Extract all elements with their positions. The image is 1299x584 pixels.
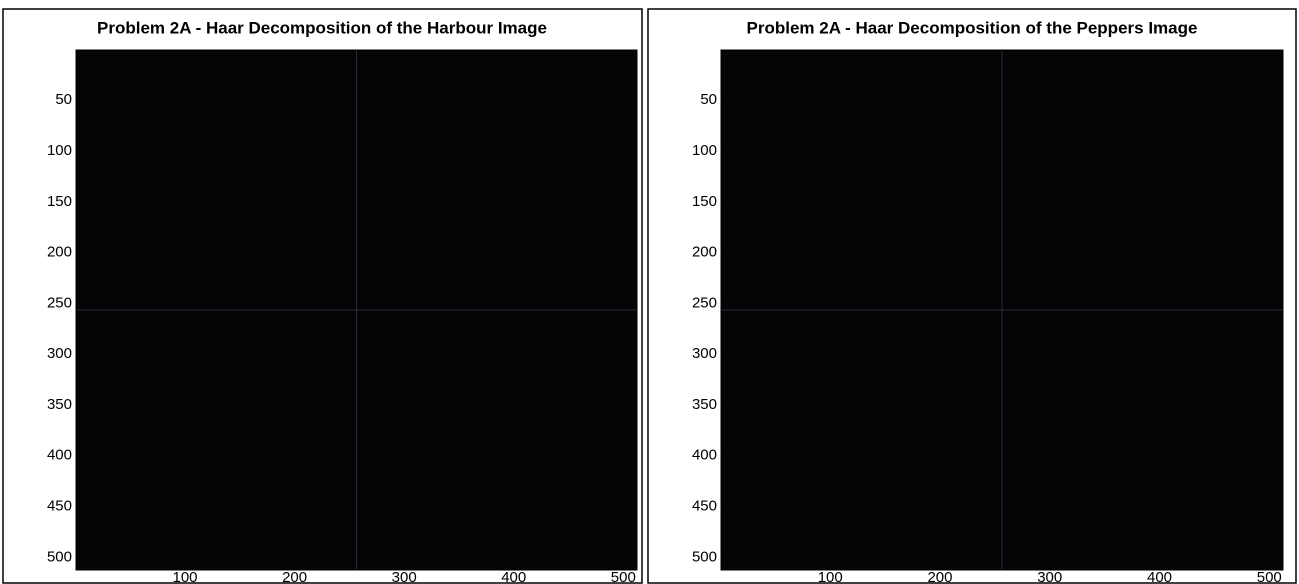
- y-tick-label: 200: [47, 244, 72, 261]
- y-tick-label: 300: [47, 345, 72, 362]
- figure: Problem 2A - Haar Decomposition of the H…: [0, 0, 1299, 584]
- chart-title: Problem 2A - Haar Decomposition of the H…: [97, 18, 547, 37]
- y-tick-label: 450: [47, 497, 72, 514]
- y-tick-label: 500: [47, 548, 72, 565]
- y-tick-label: 50: [55, 91, 72, 108]
- y-tick-label: 150: [47, 193, 72, 210]
- y-tick-label: 100: [692, 142, 717, 159]
- x-tick-label: 100: [173, 569, 198, 584]
- x-tick-label: 200: [927, 569, 952, 584]
- y-tick-label: 350: [692, 396, 717, 413]
- x-tick-label: 300: [392, 569, 417, 584]
- y-tick-label: 400: [47, 447, 72, 464]
- x-tick-label: 200: [282, 569, 307, 584]
- x-tick-label: 500: [1257, 569, 1282, 584]
- y-tick-label: 400: [692, 447, 717, 464]
- x-tick-label: 100: [818, 569, 843, 584]
- page: {"chart_data": [ {"type": "image", "titl…: [0, 0, 1299, 584]
- x-tick-label: 500: [611, 569, 636, 584]
- y-tick-label: 200: [692, 244, 717, 261]
- x-tick-label: 400: [1147, 569, 1172, 584]
- y-tick-label: 250: [47, 294, 72, 311]
- y-tick-label: 250: [692, 294, 717, 311]
- y-tick-label: 100: [47, 142, 72, 159]
- x-tick-label: 300: [1037, 569, 1062, 584]
- y-tick-label: 300: [692, 345, 717, 362]
- y-tick-label: 150: [692, 193, 717, 210]
- x-tick-label: 400: [501, 569, 526, 584]
- y-tick-label: 50: [700, 91, 717, 108]
- y-tick-label: 350: [47, 396, 72, 413]
- y-tick-label: 450: [692, 497, 717, 514]
- chart-title: Problem 2A - Haar Decomposition of the P…: [747, 18, 1198, 37]
- y-tick-label: 500: [692, 548, 717, 565]
